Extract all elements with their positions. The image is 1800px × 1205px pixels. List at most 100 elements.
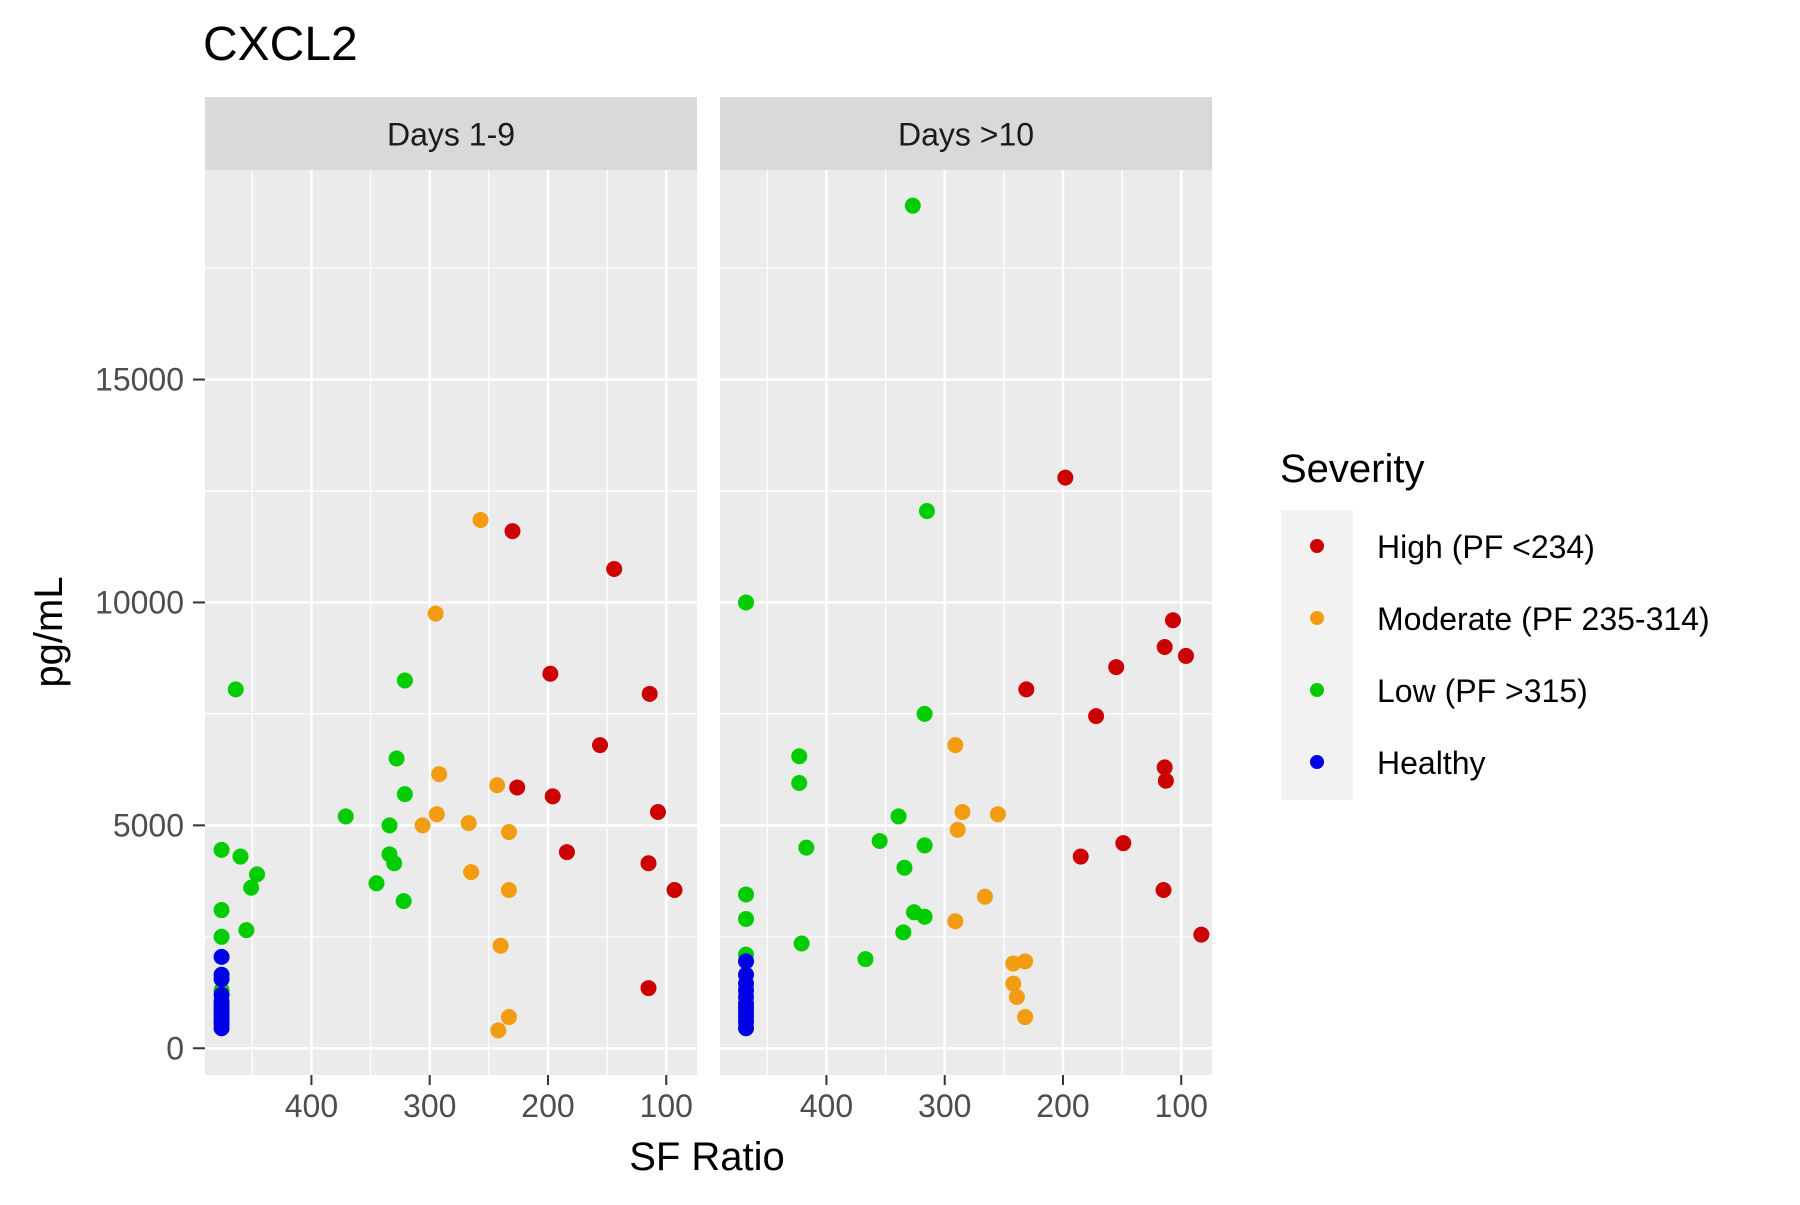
data-point	[1008, 988, 1025, 1005]
data-point	[1005, 975, 1022, 992]
data-point	[504, 523, 521, 540]
data-point	[490, 1022, 507, 1039]
data-point	[500, 881, 517, 898]
data-point	[381, 817, 398, 834]
data-point	[396, 786, 413, 803]
series-points	[738, 197, 935, 1032]
data-point	[666, 881, 683, 898]
y-tick-label: 15000	[95, 362, 184, 398]
data-point	[916, 837, 933, 854]
data-point	[641, 685, 658, 702]
x-tick-label: 100	[1155, 1088, 1208, 1124]
legend-key-background	[1281, 510, 1353, 800]
x-tick-label: 200	[1036, 1088, 1089, 1124]
data-point	[947, 737, 964, 754]
series-points	[1018, 469, 1210, 943]
facet-panel: Days >10 400 300 200 100	[720, 97, 1212, 1124]
data-point	[386, 855, 403, 872]
data-point	[738, 1020, 755, 1037]
data-point	[895, 924, 912, 941]
data-point	[592, 737, 609, 754]
data-point	[213, 928, 230, 945]
data-point	[492, 937, 509, 954]
facet-strip-label: Days >10	[898, 117, 1034, 153]
data-point	[793, 935, 810, 952]
data-point	[606, 561, 623, 578]
data-point	[427, 605, 444, 622]
data-point	[791, 774, 808, 791]
data-point	[431, 766, 448, 783]
facet-strip-label: Days 1-9	[387, 117, 515, 153]
data-point	[544, 788, 561, 805]
panel-background	[720, 170, 1212, 1075]
series-points	[504, 523, 683, 997]
x-tick-label: 400	[800, 1088, 853, 1124]
data-point	[368, 875, 385, 892]
data-point	[395, 893, 412, 910]
data-point	[640, 855, 657, 872]
y-tick-label: 5000	[113, 807, 184, 843]
chart-title: CXCL2	[203, 18, 358, 71]
x-axis-title: SF Ratio	[629, 1135, 785, 1179]
data-point	[857, 951, 874, 968]
data-point	[738, 886, 755, 903]
data-point	[904, 197, 921, 214]
data-point	[918, 503, 935, 520]
y-tick-label: 10000	[95, 584, 184, 620]
series-points	[213, 948, 230, 1037]
data-point	[1177, 647, 1194, 664]
series-points	[738, 953, 755, 1037]
data-point	[1193, 926, 1210, 943]
data-point	[916, 705, 933, 722]
legend-label: Moderate (PF 235-314)	[1377, 601, 1710, 637]
data-point	[890, 808, 907, 825]
legend-label: High (PF <234)	[1377, 529, 1595, 565]
panel-background	[205, 170, 697, 1075]
legend-key	[1310, 611, 1324, 625]
x-tick-label: 300	[918, 1088, 971, 1124]
y-axis-title: pg/mL	[27, 576, 71, 687]
legend-label: Low (PF >315)	[1377, 673, 1588, 709]
series-points	[947, 737, 1034, 1026]
x-tick-label: 100	[640, 1088, 693, 1124]
data-point	[1108, 659, 1125, 676]
data-point	[232, 848, 249, 865]
x-tick-label: 200	[521, 1088, 574, 1124]
data-point	[1164, 612, 1181, 629]
data-point	[989, 806, 1006, 823]
data-point	[947, 913, 964, 930]
data-point	[509, 779, 526, 796]
data-point	[388, 750, 405, 767]
data-point	[489, 777, 506, 794]
data-point	[337, 808, 354, 825]
facet-panel: Days 1-9 400 300 200 100	[205, 97, 697, 1124]
data-point	[1156, 639, 1173, 656]
data-point	[949, 821, 966, 838]
facet-strip	[720, 97, 1212, 170]
data-point	[213, 948, 230, 965]
data-point	[976, 888, 993, 905]
data-point	[798, 839, 815, 856]
data-point	[1155, 881, 1172, 898]
data-point	[500, 1009, 517, 1026]
data-point	[1005, 955, 1022, 972]
data-point	[1157, 772, 1174, 789]
data-point	[649, 803, 666, 820]
facet-strip	[205, 97, 697, 170]
data-point	[791, 748, 808, 765]
data-point	[463, 864, 480, 881]
data-point	[460, 815, 477, 832]
data-point	[1115, 835, 1132, 852]
legend-title: Severity	[1280, 447, 1425, 491]
data-point	[1017, 953, 1034, 970]
data-point	[396, 672, 413, 689]
data-point	[871, 832, 888, 849]
legend-label: Healthy	[1377, 745, 1486, 781]
data-point	[227, 681, 244, 698]
data-point	[414, 817, 431, 834]
data-point	[472, 511, 489, 528]
data-point	[1018, 681, 1035, 698]
legend-key	[1310, 755, 1324, 769]
